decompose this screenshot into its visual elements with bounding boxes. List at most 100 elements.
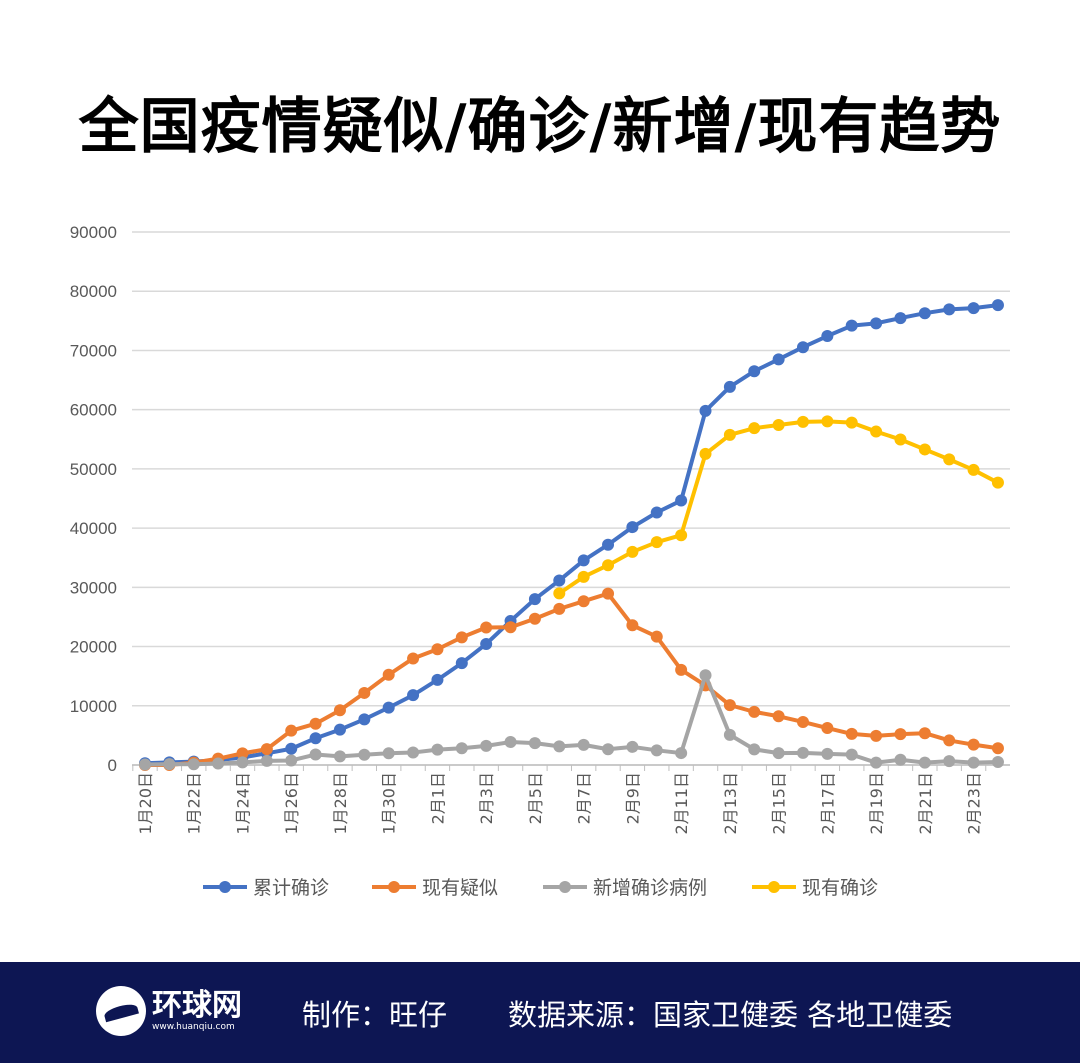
data-point	[796, 415, 809, 428]
data-point	[918, 307, 931, 320]
data-point	[650, 630, 663, 643]
y-tick-label: 70000	[70, 341, 117, 360]
x-tick-label: 2月21日	[916, 772, 935, 835]
data-point	[967, 738, 980, 751]
data-point	[796, 341, 809, 354]
data-point	[870, 425, 883, 438]
data-point	[382, 668, 395, 681]
data-point	[602, 743, 615, 756]
x-tick-label: 2月15日	[770, 772, 789, 835]
data-point	[504, 621, 517, 634]
data-point	[918, 756, 931, 769]
data-point	[894, 433, 907, 446]
data-point	[139, 758, 151, 771]
data-point	[480, 621, 493, 634]
data-point	[285, 724, 298, 737]
legend-marker	[559, 881, 571, 893]
data-point	[870, 317, 883, 330]
series-line-1	[145, 591, 999, 767]
data-point	[723, 428, 736, 441]
logo-text: 环球网	[152, 988, 242, 1023]
data-point	[675, 747, 688, 760]
y-tick-label: 80000	[70, 282, 117, 301]
x-tick-label: 2月17日	[818, 772, 837, 835]
data-point	[991, 755, 1004, 768]
legend-marker	[768, 881, 780, 893]
data-point	[870, 729, 883, 742]
data-point	[991, 299, 1004, 312]
data-point	[699, 669, 712, 682]
data-point	[553, 574, 566, 587]
data-point	[553, 740, 566, 753]
data-point	[943, 755, 956, 768]
eagle-logo-icon	[96, 986, 146, 1036]
logo-url: www.huanqiu.com	[152, 1022, 235, 1032]
data-point	[723, 699, 736, 712]
data-point	[480, 739, 493, 752]
data-point	[358, 713, 371, 726]
data-point	[309, 717, 322, 730]
x-tick-label: 2月9日	[623, 772, 642, 824]
data-point	[991, 742, 1004, 755]
data-point	[358, 748, 371, 761]
data-point	[699, 447, 712, 460]
data-point	[407, 689, 420, 702]
huanqiu-logo: 环球网 www.huanqiu.com	[96, 986, 242, 1036]
data-point	[626, 740, 639, 753]
data-point	[260, 754, 273, 767]
data-point	[528, 612, 541, 625]
data-point	[553, 602, 566, 615]
data-point	[845, 748, 858, 761]
data-point	[943, 734, 956, 747]
data-point	[626, 545, 639, 558]
data-point	[577, 595, 590, 608]
data-point	[796, 746, 809, 759]
data-point	[772, 710, 785, 723]
credit-text: 制作：旺仔	[302, 998, 448, 1032]
data-point	[285, 754, 298, 767]
source-text: 数据来源：国家卫健委 各地卫健委	[508, 998, 953, 1032]
data-point	[236, 747, 249, 760]
data-point	[748, 365, 761, 378]
data-point	[821, 330, 834, 343]
x-tick-label: 2月7日	[575, 772, 594, 824]
data-point	[675, 529, 688, 542]
data-point	[943, 453, 956, 466]
series-line-0	[144, 303, 999, 766]
x-tick-label: 1月20日	[136, 772, 155, 835]
x-tick-label: 2月13日	[721, 772, 740, 835]
data-point	[602, 587, 615, 600]
data-point	[577, 570, 590, 583]
data-point	[382, 701, 395, 714]
data-point	[845, 319, 858, 332]
data-point	[821, 747, 834, 760]
series-line-3	[558, 419, 999, 595]
data-point	[699, 404, 712, 417]
x-tick-label: 2月1日	[428, 772, 447, 824]
line-chart: 0 10000 20000 30000 40000 50000 60000 70000 8000…	[70, 223, 1010, 899]
data-point	[309, 732, 322, 745]
data-point	[967, 302, 980, 315]
data-point	[967, 463, 980, 476]
data-point	[845, 727, 858, 740]
data-point	[675, 494, 688, 507]
data-point	[796, 715, 809, 728]
data-point	[163, 758, 176, 771]
x-tick-label: 2月19日	[867, 772, 886, 835]
legend-label: 累计确诊	[253, 877, 329, 899]
data-point	[894, 753, 907, 766]
data-point	[455, 742, 468, 755]
data-point	[333, 723, 346, 736]
x-tick-label: 2月11日	[672, 772, 691, 835]
data-point	[626, 619, 639, 632]
data-point	[333, 750, 346, 763]
data-point	[821, 722, 834, 735]
data-point	[528, 737, 541, 750]
data-point	[626, 521, 639, 534]
data-point	[236, 756, 249, 769]
legend-label: 新增确诊病例	[593, 877, 707, 899]
data-point	[260, 743, 273, 756]
data-point	[650, 536, 663, 549]
data-point	[309, 748, 322, 761]
y-tick-label: 30000	[70, 578, 117, 597]
